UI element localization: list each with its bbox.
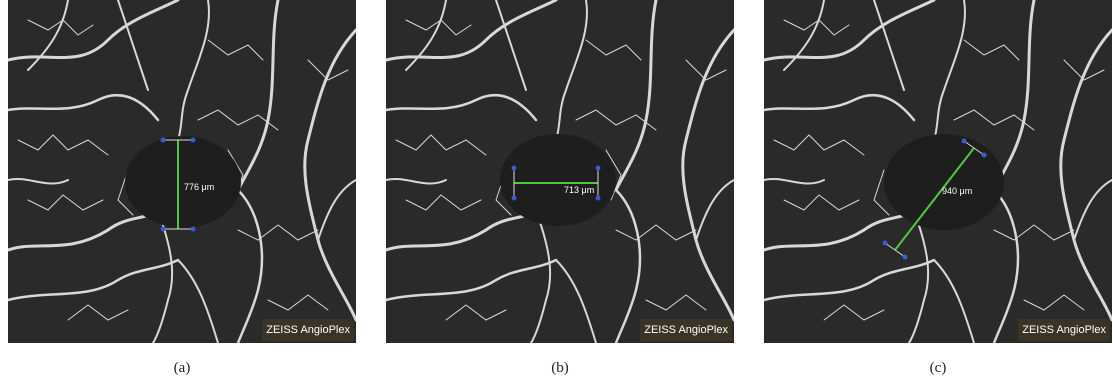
zeiss-angioplex-watermark: ZEISS AngioPlex: [640, 319, 732, 341]
measurement-handle[interactable]: [160, 137, 166, 143]
panel-caption-a: (a): [173, 360, 191, 376]
measurement-handle[interactable]: [882, 240, 888, 246]
measurement-label: 713 μm: [564, 185, 595, 195]
panel-caption-c: (c): [929, 360, 947, 376]
panel-caption-b: (b): [551, 360, 569, 376]
angiography-panel-c: 940 μm ZEISS AngioPlex: [764, 0, 1112, 343]
zeiss-angioplex-watermark: ZEISS AngioPlex: [1018, 319, 1110, 341]
measurement-handle[interactable]: [160, 226, 166, 232]
measurement-handle[interactable]: [902, 254, 908, 260]
measurement-handle[interactable]: [595, 165, 601, 171]
measurement-handle[interactable]: [511, 165, 517, 171]
zeiss-angioplex-watermark: ZEISS AngioPlex: [262, 319, 354, 341]
measurement-handle[interactable]: [961, 138, 967, 144]
angiography-image-b: [386, 0, 734, 343]
measurement-line[interactable]: [894, 147, 975, 251]
measurement-handle[interactable]: [981, 152, 987, 158]
measurement-handle[interactable]: [511, 195, 517, 201]
angiography-panel-b: 713 μm ZEISS AngioPlex: [386, 0, 734, 343]
measurement-handle[interactable]: [595, 195, 601, 201]
measurement-handle[interactable]: [190, 137, 196, 143]
angiography-panel-a: 776 μm ZEISS AngioPlex: [8, 0, 356, 343]
measurement-label: 940 μm: [942, 186, 973, 196]
angiography-image-c: [764, 0, 1112, 343]
angiography-image-a: [8, 0, 356, 343]
measurement-label: 776 μm: [184, 182, 215, 192]
measurement-handle[interactable]: [190, 226, 196, 232]
